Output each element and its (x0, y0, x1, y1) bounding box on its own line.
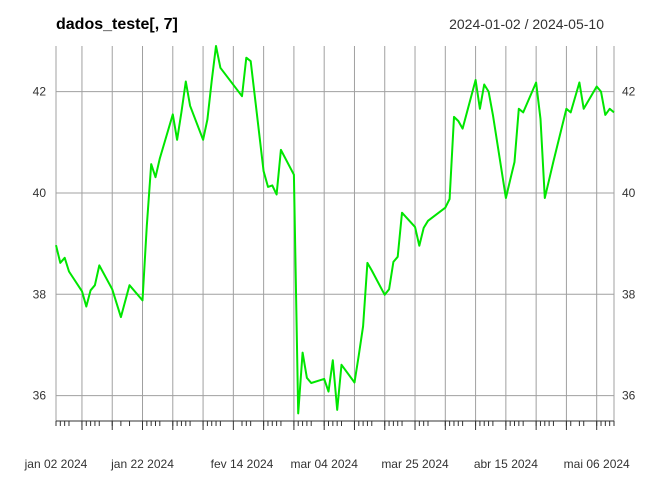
x-axis: jan 02 2024 jan 22 2024 fev 14 2024 mar 04 … (24, 420, 630, 471)
series-line (55, 45, 615, 415)
y-tick-label-right: 40 (622, 186, 636, 200)
x-tick-label: abr 15 2024 (474, 457, 538, 471)
x-tick-label: mai 06 2024 (564, 457, 630, 471)
y-tick-label-right: 42 (622, 85, 636, 99)
x-tick-label: jan 02 2024 (24, 457, 88, 471)
x-tick-label: mar 04 2024 (290, 457, 358, 471)
y-tick-label-left: 38 (33, 287, 47, 301)
x-tick-label: jan 22 2024 (110, 457, 174, 471)
x-tick-label: fev 14 2024 (211, 457, 274, 471)
chart-title: dados_teste[, 7] (56, 16, 178, 33)
y-tick-label-left: 42 (33, 85, 47, 99)
y-axis-labels: 36 36 38 38 40 40 42 42 (33, 85, 636, 403)
date-range-label: 2024-01-02 / 2024-05-10 (449, 16, 604, 32)
y-tick-label-right: 38 (622, 287, 636, 301)
x-tick-label: mar 25 2024 (381, 457, 449, 471)
grid-lines (55, 46, 615, 421)
y-tick-label-left: 40 (33, 186, 47, 200)
y-tick-label-right: 36 (622, 389, 636, 403)
y-tick-label-left: 36 (33, 389, 47, 403)
series-layer (55, 45, 615, 415)
